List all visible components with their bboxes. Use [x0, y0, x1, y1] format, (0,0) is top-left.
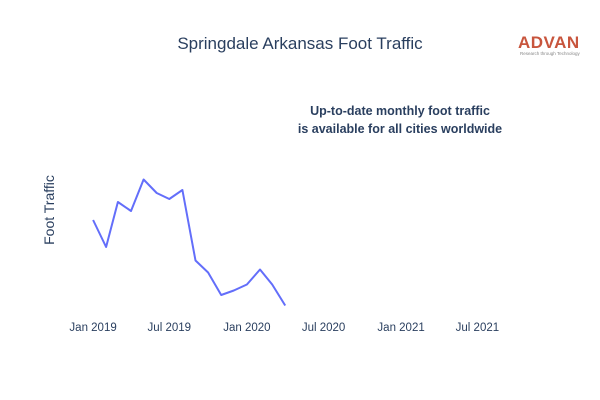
x-tick-label: Jan 2019 [69, 322, 116, 334]
x-tick-label: Jul 2020 [302, 322, 345, 334]
annotation-line-1: Up-to-date monthly foot traffic [310, 104, 490, 118]
x-tick-label: Jul 2021 [456, 322, 499, 334]
x-tick-label: Jan 2020 [223, 322, 270, 334]
chart-title: Springdale Arkansas Foot Traffic [177, 34, 423, 53]
chart-annotation: Up-to-date monthly foot traffic is avail… [200, 102, 600, 138]
logo-wordmark: ADVAN [518, 33, 580, 52]
logo-tagline: Research through Technology [520, 51, 580, 56]
series-group [92, 178, 287, 307]
x-tick-label: Jul 2019 [148, 322, 191, 334]
series-line-0 [92, 178, 287, 307]
advan-logo: ADVAN Research through Technology [518, 33, 580, 56]
x-tick-label: Jan 2021 [377, 322, 424, 334]
annotation-line-2: is available for all cities worldwide [297, 122, 503, 136]
x-axis-ticks: Jan 2019 Jul 2019 Jan 2020 Jul 2020 Jan 2021… [69, 322, 499, 334]
